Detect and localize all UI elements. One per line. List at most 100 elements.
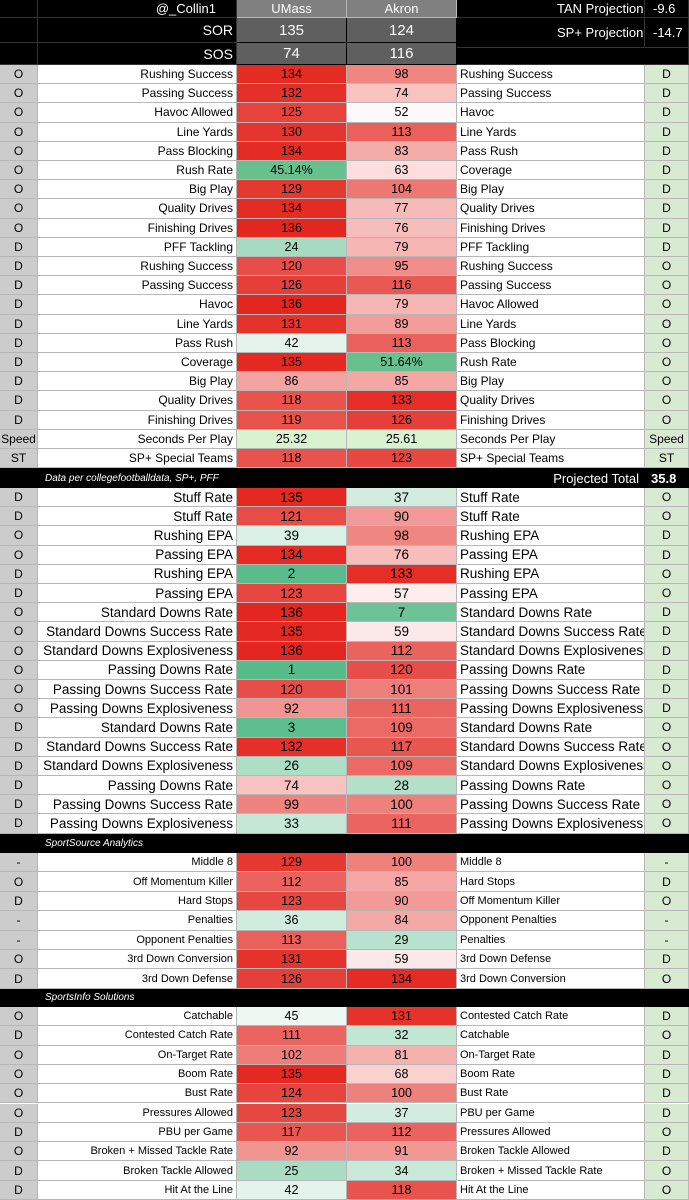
metric-label: PFF Tackling — [38, 237, 237, 257]
side-tag: D — [645, 161, 689, 181]
side-tag: D — [0, 891, 38, 912]
metric-value: 118 — [237, 391, 347, 411]
side-tag: - — [645, 911, 689, 931]
metric-label: Passing Success — [457, 84, 645, 104]
metric-label: Pressures Allowed — [38, 1103, 237, 1123]
side-tag: D — [645, 103, 689, 123]
metric-label: Line Yards — [38, 314, 237, 334]
metric-value: 83 — [347, 141, 457, 161]
total-label: Projected Total — [457, 468, 645, 489]
side-tag: O — [645, 1161, 689, 1181]
metric-value: 92 — [237, 699, 347, 719]
metric-label: Passing EPA — [457, 545, 645, 565]
side-tag: D — [645, 1103, 689, 1123]
side-tag: D — [645, 1007, 689, 1027]
side-tag: O — [0, 180, 38, 200]
metric-value: 36 — [237, 911, 347, 931]
metric-label: Standard Downs Success Rate — [457, 737, 645, 757]
source-note: Data per collegefootballdata, SP+, PFF — [0, 468, 457, 489]
metric-label: Finishing Drives — [38, 410, 237, 430]
metric-label: Finishing Drives — [38, 218, 237, 238]
metric-value: 74 — [347, 84, 457, 104]
metric-value: 117 — [237, 1122, 347, 1143]
metric-label: Standard Downs Rate — [38, 718, 237, 738]
metric-label: Rushing Success — [457, 257, 645, 277]
side-tag: D — [0, 737, 38, 757]
side-tag: D — [645, 1064, 689, 1085]
side-tag: D — [0, 353, 38, 373]
metric-value: 120 — [237, 257, 347, 277]
side-tag: D — [645, 660, 689, 680]
side-tag: O — [0, 1103, 38, 1123]
metric-value: 129 — [237, 853, 347, 873]
side-tag: O — [0, 680, 38, 700]
side-tag: - — [0, 911, 38, 931]
source-bg — [457, 833, 689, 853]
metric-value: 85 — [347, 372, 457, 392]
metric-value: 59 — [347, 622, 457, 642]
metric-label: Standard Downs Success Rate — [457, 622, 645, 642]
metric-value: 29 — [347, 930, 457, 950]
metric-label: SP+ Special Teams — [38, 449, 237, 469]
metric-value: 37 — [347, 488, 457, 508]
metric-value: 112 — [347, 641, 457, 661]
metric-value: 92 — [237, 1142, 347, 1162]
side-tag: - — [645, 853, 689, 873]
metric-label: Catchable — [457, 1026, 645, 1046]
side-tag: D — [645, 122, 689, 142]
metric-value: 42 — [237, 1180, 347, 1200]
side-tag: D — [0, 257, 38, 277]
metric-label: Standard Downs Explosiveness — [457, 641, 645, 661]
side-tag: O — [0, 622, 38, 642]
metric-label: Broken + Missed Tackle Rate — [38, 1142, 237, 1162]
metric-value: 98 — [347, 526, 457, 546]
metric-value: 109 — [347, 756, 457, 776]
side-tag: O — [645, 488, 689, 508]
metric-value: 126 — [237, 276, 347, 296]
side-tag: O — [645, 584, 689, 604]
metric-label: Passing Downs Success Rate — [38, 795, 237, 815]
metric-label: Standard Downs Explosiveness — [38, 641, 237, 661]
metric-value: 111 — [347, 814, 457, 834]
side-tag: O — [0, 1007, 38, 1027]
metric-value: 98 — [347, 65, 457, 85]
metric-label: 3rd Down Conversion — [457, 969, 645, 989]
side-tag: D — [645, 65, 689, 85]
metric-label: Standard Downs Success Rate — [38, 622, 237, 642]
metric-label: Big Play — [457, 180, 645, 200]
metric-label: Big Play — [38, 180, 237, 200]
metric-value: 131 — [237, 950, 347, 970]
metric-value: 81 — [347, 1045, 457, 1065]
side-tag: O — [0, 141, 38, 161]
metric-label: Passing Downs Explosiveness — [38, 699, 237, 719]
metric-value: 76 — [347, 218, 457, 238]
projection-value: -9.6 — [645, 0, 689, 18]
metric-value: 117 — [347, 737, 457, 757]
side-tag: O — [645, 1180, 689, 1200]
side-tag: O — [0, 950, 38, 970]
total-value: 35.8 — [645, 468, 689, 489]
side-tag: O — [645, 795, 689, 815]
metric-label: Standard Downs Rate — [457, 718, 645, 738]
metric-label: Quality Drives — [38, 199, 237, 219]
side-tag: D — [0, 372, 38, 392]
metric-value: 125 — [237, 103, 347, 123]
metric-value: 7 — [347, 603, 457, 623]
metric-label: Rushing EPA — [38, 564, 237, 584]
header-value: 116 — [347, 43, 457, 65]
metric-value: 1 — [237, 660, 347, 680]
side-tag: D — [0, 776, 38, 796]
side-tag: - — [0, 930, 38, 950]
metric-value: 77 — [347, 199, 457, 219]
side-tag: O — [645, 391, 689, 411]
metric-label: Pressures Allowed — [457, 1122, 645, 1143]
side-tag: D — [645, 218, 689, 238]
metric-label: Passing Success — [457, 276, 645, 296]
metric-value: 79 — [347, 237, 457, 257]
metric-value: 3 — [237, 718, 347, 738]
metric-label: Passing Downs Rate — [38, 660, 237, 680]
side-tag: D — [0, 969, 38, 989]
metric-label: Passing EPA — [38, 584, 237, 604]
metric-label: Havoc — [38, 295, 237, 315]
